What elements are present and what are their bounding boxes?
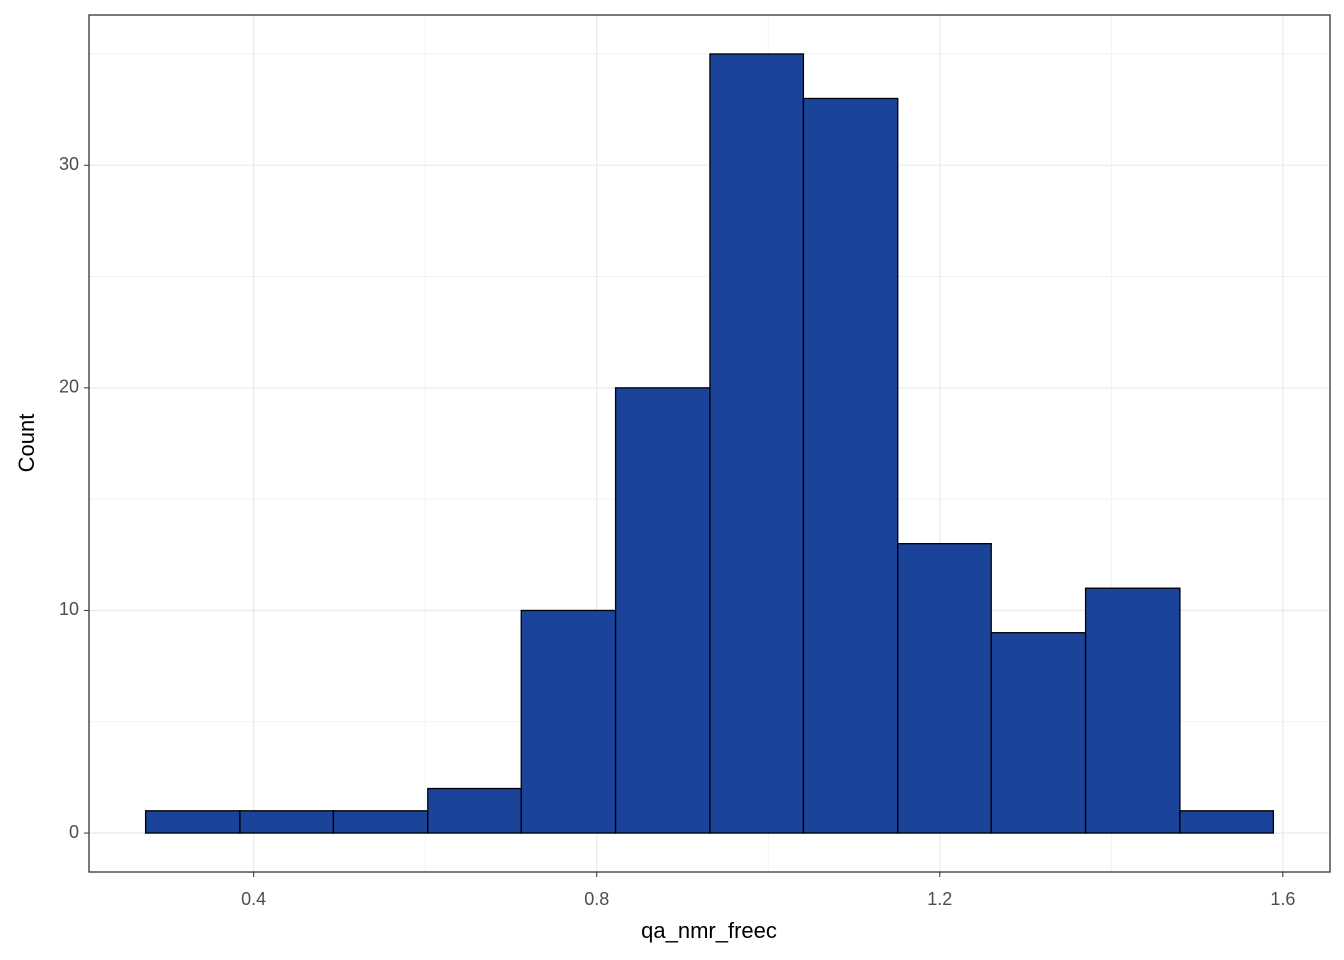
bar xyxy=(332,810,429,834)
bar xyxy=(1084,587,1181,834)
bar xyxy=(990,632,1087,834)
bar xyxy=(427,787,522,834)
x-tick-label: 0.4 xyxy=(241,889,266,909)
x-tick-label: 0.8 xyxy=(584,889,609,909)
bar xyxy=(897,543,992,834)
bar xyxy=(239,810,335,834)
bar xyxy=(144,810,241,834)
y-axis-title: Count xyxy=(14,414,39,473)
panel-border xyxy=(88,14,1331,873)
bar xyxy=(1179,810,1275,834)
y-tick-label: 10 xyxy=(59,599,79,619)
x-tick-label: 1.6 xyxy=(1270,889,1295,909)
y-tick-label: 0 xyxy=(69,822,79,842)
y-tick-label: 30 xyxy=(59,154,79,174)
x-axis-title: qa_nmr_freec xyxy=(641,918,777,943)
bar xyxy=(614,387,711,834)
x-tick-label: 1.2 xyxy=(927,889,952,909)
bar xyxy=(520,609,617,834)
bar xyxy=(709,53,805,834)
y-tick-label: 20 xyxy=(59,377,79,397)
bar xyxy=(802,97,899,834)
